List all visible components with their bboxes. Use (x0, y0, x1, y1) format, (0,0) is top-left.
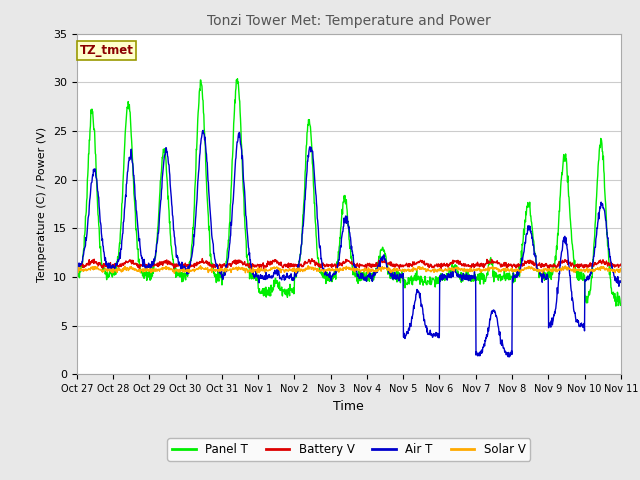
Title: Tonzi Tower Met: Temperature and Power: Tonzi Tower Met: Temperature and Power (207, 14, 491, 28)
Air T (194, 179, 202, 185)
Air T (617, 279, 625, 285)
Battery V (617, 261, 625, 267)
Panel T (553, 243, 561, 249)
Solar V (364, 271, 372, 276)
Battery V (255, 262, 263, 268)
Air T (199, 128, 207, 133)
Air T (255, 280, 263, 286)
Line: Battery V: Battery V (77, 259, 621, 269)
Panel T (505, 271, 513, 277)
Air T (505, 349, 513, 355)
Battery V (505, 263, 513, 268)
Panel T (234, 76, 241, 82)
Panel T (612, 303, 620, 309)
Text: TZ_tmet: TZ_tmet (79, 44, 133, 57)
Battery V (194, 262, 202, 267)
Solar V (617, 267, 625, 273)
Air T (506, 354, 513, 360)
Panel T (180, 273, 188, 278)
Solar V (255, 270, 263, 276)
Solar V (73, 268, 81, 274)
Panel T (194, 116, 202, 122)
Battery V (362, 266, 370, 272)
X-axis label: Time: Time (333, 400, 364, 413)
Panel T (617, 301, 625, 307)
Solar V (180, 269, 188, 275)
Solar V (553, 267, 561, 273)
Y-axis label: Temperature (C) / Power (V): Temperature (C) / Power (V) (37, 126, 47, 282)
Battery V (180, 263, 188, 268)
Solar V (434, 266, 442, 272)
Air T (434, 332, 442, 338)
Line: Air T: Air T (77, 131, 621, 357)
Panel T (255, 289, 263, 295)
Battery V (198, 256, 206, 262)
Solar V (194, 266, 202, 272)
Air T (180, 264, 188, 270)
Legend: Panel T, Battery V, Air T, Solar V: Panel T, Battery V, Air T, Solar V (168, 438, 530, 461)
Solar V (196, 263, 204, 268)
Line: Panel T: Panel T (77, 79, 621, 306)
Panel T (434, 279, 442, 285)
Line: Solar V: Solar V (77, 265, 621, 274)
Battery V (73, 260, 81, 266)
Battery V (553, 263, 561, 269)
Solar V (505, 268, 513, 274)
Air T (553, 294, 561, 300)
Panel T (73, 267, 81, 273)
Air T (73, 269, 81, 275)
Battery V (434, 264, 442, 270)
